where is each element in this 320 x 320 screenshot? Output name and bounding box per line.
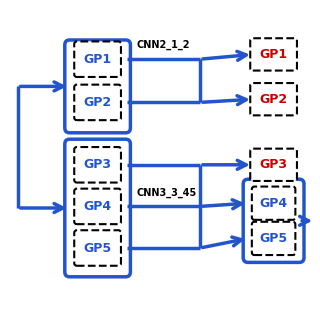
FancyBboxPatch shape <box>74 42 121 77</box>
Text: GP3: GP3 <box>260 158 288 171</box>
FancyBboxPatch shape <box>65 139 131 277</box>
Text: GP3: GP3 <box>84 158 112 171</box>
FancyBboxPatch shape <box>74 189 121 224</box>
FancyBboxPatch shape <box>74 230 121 266</box>
Text: GP4: GP4 <box>260 197 288 210</box>
FancyBboxPatch shape <box>65 40 131 133</box>
Text: CNN3_3_45: CNN3_3_45 <box>137 188 197 198</box>
Text: GP2: GP2 <box>84 96 112 109</box>
Text: GP5: GP5 <box>260 232 288 245</box>
FancyBboxPatch shape <box>74 84 121 120</box>
Text: GP1: GP1 <box>84 53 112 66</box>
Text: GP4: GP4 <box>84 200 112 213</box>
FancyBboxPatch shape <box>250 83 297 116</box>
Text: GP2: GP2 <box>260 93 288 106</box>
FancyBboxPatch shape <box>243 179 304 262</box>
FancyBboxPatch shape <box>74 147 121 182</box>
FancyBboxPatch shape <box>250 149 297 181</box>
FancyBboxPatch shape <box>252 222 295 255</box>
FancyBboxPatch shape <box>252 187 295 220</box>
Text: GP5: GP5 <box>84 242 112 254</box>
FancyBboxPatch shape <box>250 38 297 70</box>
Text: CNN2_1_2: CNN2_1_2 <box>137 40 190 50</box>
Text: GP1: GP1 <box>260 48 288 61</box>
